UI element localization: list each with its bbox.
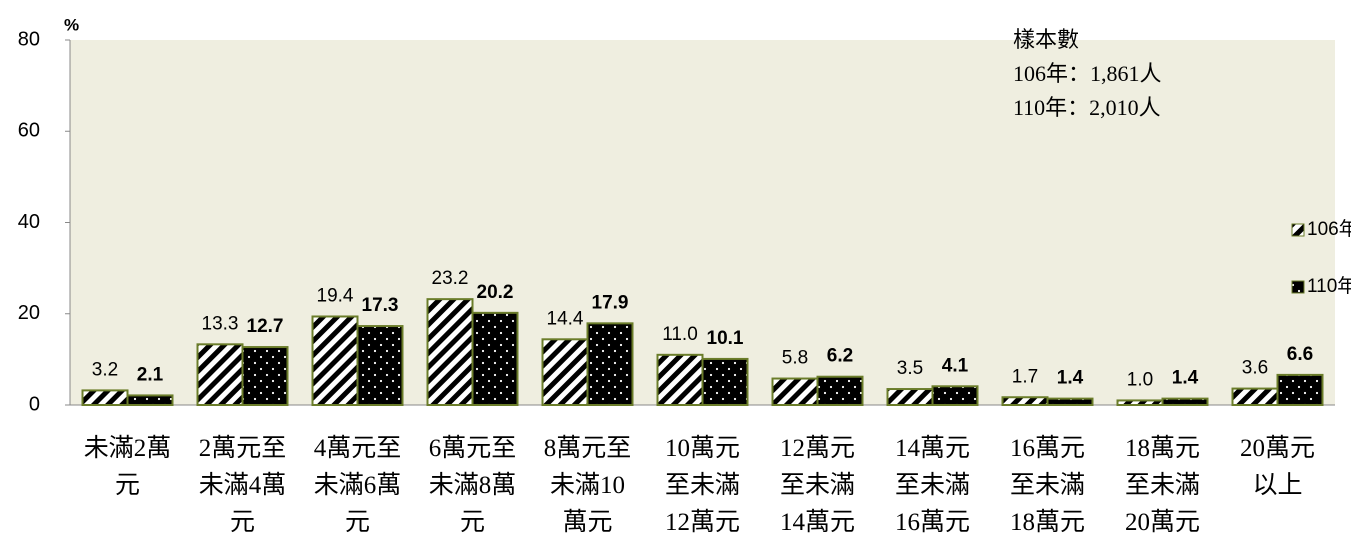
x-tick-label: 4萬元至未滿6萬元	[314, 434, 402, 536]
x-tick-label: 未滿2萬元	[84, 434, 172, 499]
bar	[886, 388, 934, 406]
bar	[196, 343, 244, 407]
bar	[81, 389, 129, 406]
plot-area	[70, 40, 1335, 405]
x-tick-label: 2萬元至未滿4萬元	[199, 434, 287, 536]
x-tick-label: 6萬元至未滿8萬元	[429, 434, 517, 536]
data-label: 3.5	[897, 358, 923, 379]
annotation: 樣本數	[1013, 27, 1079, 52]
bar	[471, 311, 519, 406]
bar	[771, 377, 819, 407]
bar	[656, 353, 704, 406]
y-tick-label: 40	[18, 211, 40, 233]
bar	[1161, 397, 1209, 406]
legend-swatch	[1291, 280, 1305, 294]
bar	[1116, 399, 1164, 406]
data-label: 13.3	[202, 313, 239, 334]
y-tick-label: 60	[18, 120, 40, 142]
data-label: 5.8	[782, 348, 808, 369]
bar	[1276, 373, 1324, 407]
bar	[426, 298, 474, 406]
y-tick-label: 80	[18, 28, 40, 50]
data-label: 6.6	[1287, 344, 1313, 365]
data-label: 2.1	[137, 364, 164, 385]
annotation: 106年：1,861人	[1013, 61, 1162, 86]
bar	[541, 338, 589, 406]
data-label: 20.2	[477, 282, 514, 303]
legend-label: 110年	[1307, 275, 1351, 297]
x-tick-label: 20萬元以上	[1240, 434, 1315, 499]
x-tick-label: 12萬元至未滿 14萬元	[780, 434, 855, 536]
bar	[1046, 397, 1094, 406]
bar	[1001, 396, 1049, 406]
legend-label: 106年	[1307, 218, 1351, 240]
data-label: 17.3	[362, 295, 399, 316]
data-label: 11.0	[662, 324, 698, 345]
data-label: 17.9	[592, 292, 629, 313]
data-label: 12.7	[247, 316, 284, 337]
data-label: 19.4	[317, 286, 354, 307]
x-tick-label: 14萬元至未滿 16萬元	[895, 434, 970, 536]
bar	[586, 322, 634, 406]
bar	[126, 394, 174, 407]
y-axis-label: %	[64, 15, 79, 34]
y-tick-label: 20	[18, 302, 40, 324]
bar	[356, 325, 404, 407]
x-tick-label: 18萬元至未滿 20萬元	[1125, 434, 1200, 536]
legend-swatch	[1291, 223, 1305, 237]
data-label: 3.2	[92, 359, 118, 380]
annotation: 110年：2,010人	[1013, 95, 1161, 120]
data-label: 1.7	[1012, 366, 1038, 387]
data-label: 1.4	[1057, 368, 1084, 389]
y-tick-label: 0	[29, 393, 40, 415]
x-tick-label: 8萬元至未滿10 萬元	[544, 434, 632, 536]
bar	[1231, 387, 1279, 407]
bar	[816, 375, 864, 406]
data-label: 23.2	[432, 268, 469, 289]
data-label: 1.0	[1127, 369, 1153, 390]
bar	[701, 357, 749, 407]
data-label: 1.4	[1172, 368, 1199, 389]
bar	[931, 385, 979, 407]
x-tick-label: 10萬元至未滿 12萬元	[665, 434, 740, 536]
bar	[241, 346, 289, 406]
data-label: 10.1	[707, 328, 744, 349]
x-tick-label: 16萬元至未滿 18萬元	[1010, 434, 1085, 536]
data-label: 3.6	[1242, 358, 1268, 379]
data-label: 14.4	[547, 308, 584, 329]
data-label: 6.2	[827, 346, 853, 367]
bar	[311, 315, 359, 406]
data-label: 4.1	[942, 355, 969, 376]
